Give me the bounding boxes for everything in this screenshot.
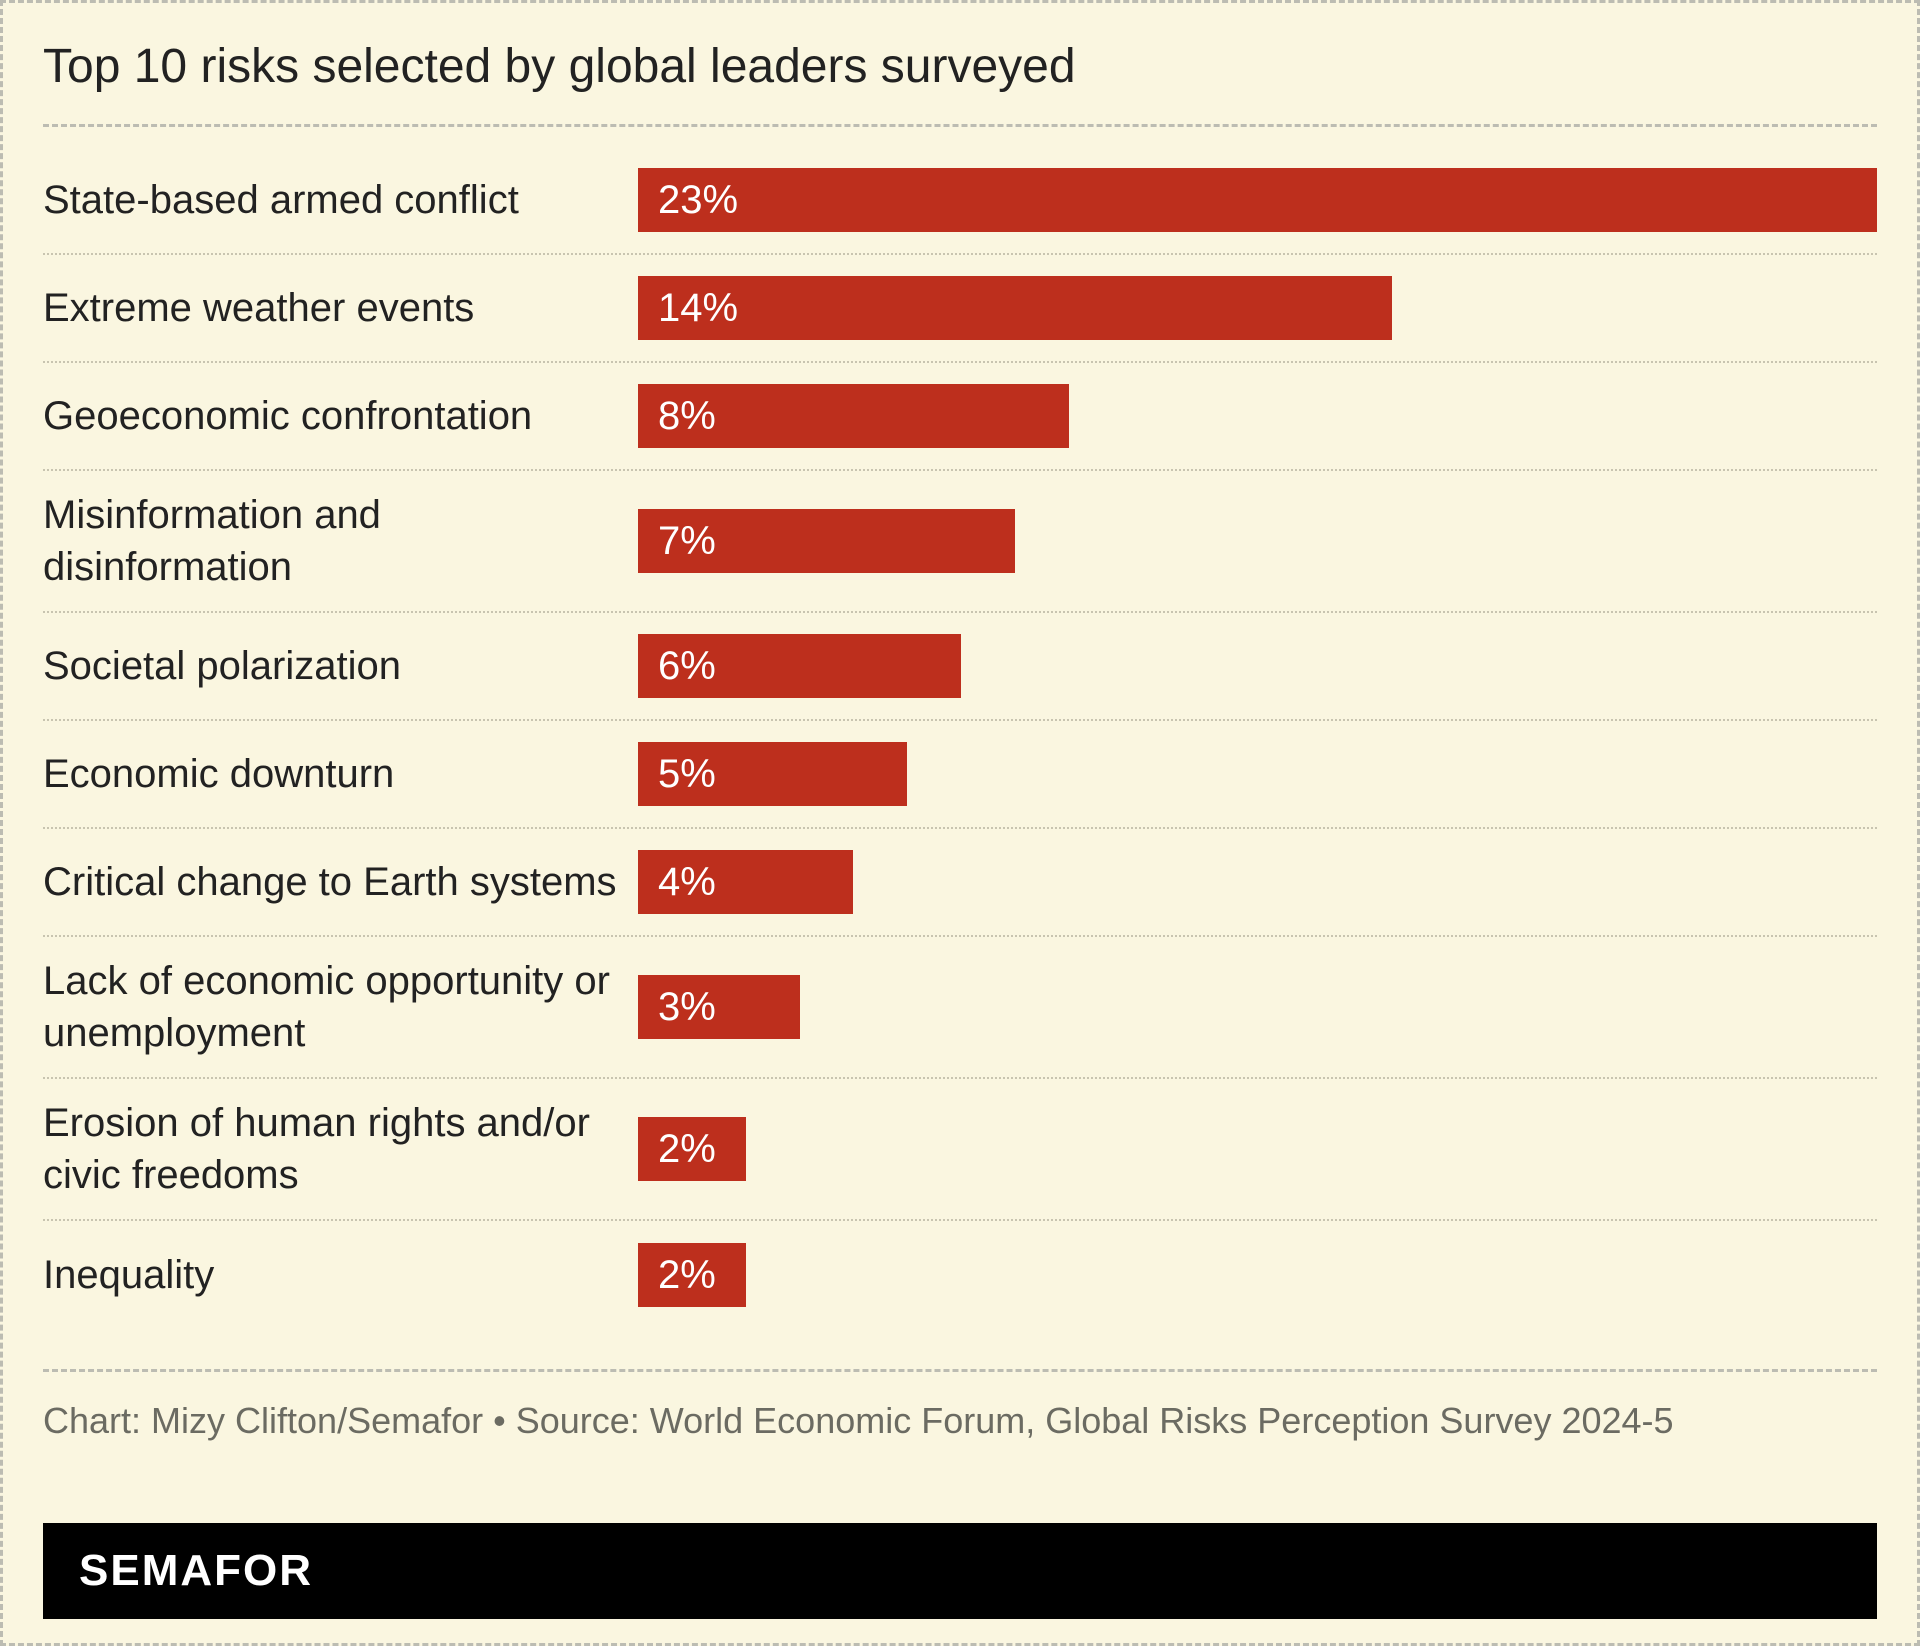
bar-row: State-based armed conflict 23%	[43, 147, 1877, 255]
bar-value: 2%	[658, 1127, 716, 1172]
bar-row: Critical change to Earth systems 4%	[43, 829, 1877, 937]
bar-label: Inequality	[43, 1249, 638, 1301]
bar-fill: 4%	[638, 850, 853, 914]
bar-track: 4%	[638, 850, 1877, 914]
bar-label: Societal polarization	[43, 640, 638, 692]
bar-value: 8%	[658, 394, 716, 439]
chart-credits: Chart: Mizy Clifton/Semafor • Source: Wo…	[43, 1400, 1877, 1442]
bar-label: Misinformation and disinformation	[43, 489, 638, 593]
credits-area: Chart: Mizy Clifton/Semafor • Source: Wo…	[43, 1369, 1877, 1442]
bar-value: 5%	[658, 752, 716, 797]
bar-track: 2%	[638, 1117, 1877, 1181]
bar-label: Critical change to Earth systems	[43, 856, 638, 908]
bar-row: Extreme weather events 14%	[43, 255, 1877, 363]
bar-fill: 3%	[638, 975, 800, 1039]
bar-value: 2%	[658, 1253, 716, 1298]
bar-label: Geoeconomic confrontation	[43, 390, 638, 442]
bar-fill: 14%	[638, 276, 1392, 340]
bar-row: Societal polarization 6%	[43, 613, 1877, 721]
bar-row: Erosion of human rights and/or civic fre…	[43, 1079, 1877, 1221]
bar-fill: 2%	[638, 1117, 746, 1181]
bar-value: 23%	[658, 178, 738, 223]
bar-value: 14%	[658, 286, 738, 331]
bar-track: 2%	[638, 1243, 1877, 1307]
bar-row: Geoeconomic confrontation 8%	[43, 363, 1877, 471]
bar-row: Inequality 2%	[43, 1221, 1877, 1329]
bar-row: Misinformation and disinformation 7%	[43, 471, 1877, 613]
bar-row: Lack of economic opportunity or unemploy…	[43, 937, 1877, 1079]
bar-fill: 6%	[638, 634, 961, 698]
bar-track: 7%	[638, 509, 1877, 573]
brand-logo-text: SEMAFOR	[79, 1546, 313, 1596]
bar-track: 14%	[638, 276, 1877, 340]
bar-label: Erosion of human rights and/or civic fre…	[43, 1097, 638, 1201]
bar-track: 6%	[638, 634, 1877, 698]
bar-label: Extreme weather events	[43, 282, 638, 334]
bar-track: 5%	[638, 742, 1877, 806]
bar-value: 4%	[658, 860, 716, 905]
bar-value: 7%	[658, 519, 716, 564]
bar-row: Economic downturn 5%	[43, 721, 1877, 829]
bar-track: 3%	[638, 975, 1877, 1039]
bar-fill: 23%	[638, 168, 1877, 232]
chart-container: Top 10 risks selected by global leaders …	[0, 0, 1920, 1646]
bar-track: 23%	[638, 168, 1877, 232]
bar-track: 8%	[638, 384, 1877, 448]
bar-label: Economic downturn	[43, 748, 638, 800]
bar-label: Lack of economic opportunity or unemploy…	[43, 955, 638, 1059]
chart-title: Top 10 risks selected by global leaders …	[43, 39, 1877, 127]
bar-label: State-based armed conflict	[43, 174, 638, 226]
bar-fill: 5%	[638, 742, 907, 806]
bar-value: 3%	[658, 985, 716, 1030]
bar-value: 6%	[658, 644, 716, 689]
bar-rows: State-based armed conflict 23% Extreme w…	[43, 147, 1877, 1329]
bar-fill: 8%	[638, 384, 1069, 448]
bar-fill: 2%	[638, 1243, 746, 1307]
bar-fill: 7%	[638, 509, 1015, 573]
brand-bar: SEMAFOR	[43, 1523, 1877, 1619]
